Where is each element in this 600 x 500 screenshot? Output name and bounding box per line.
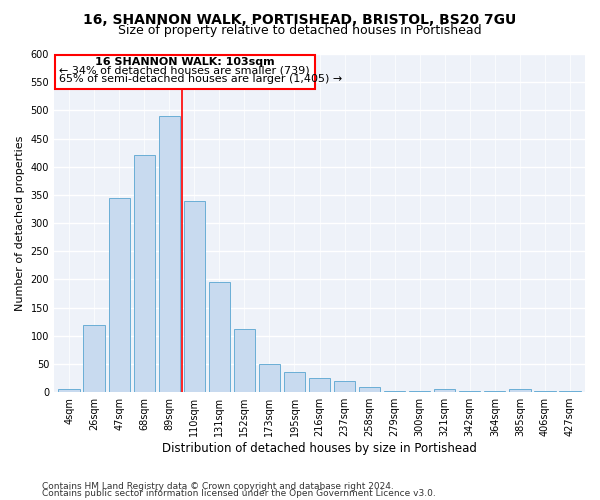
Bar bbox=[434, 390, 455, 392]
Text: 65% of semi-detached houses are larger (1,405) →: 65% of semi-detached houses are larger (… bbox=[59, 74, 343, 85]
Bar bbox=[359, 387, 380, 392]
Bar bbox=[134, 156, 155, 392]
Bar bbox=[209, 282, 230, 392]
Bar bbox=[459, 390, 481, 392]
Y-axis label: Number of detached properties: Number of detached properties bbox=[15, 136, 25, 311]
Bar bbox=[409, 390, 430, 392]
Bar bbox=[58, 390, 80, 392]
Text: 16, SHANNON WALK, PORTISHEAD, BRISTOL, BS20 7GU: 16, SHANNON WALK, PORTISHEAD, BRISTOL, B… bbox=[83, 12, 517, 26]
Bar bbox=[484, 390, 505, 392]
Bar bbox=[284, 372, 305, 392]
Bar bbox=[83, 324, 105, 392]
Bar bbox=[259, 364, 280, 392]
Bar bbox=[309, 378, 330, 392]
Bar bbox=[509, 390, 530, 392]
Bar bbox=[534, 390, 556, 392]
Bar bbox=[158, 116, 180, 392]
Text: 16 SHANNON WALK: 103sqm: 16 SHANNON WALK: 103sqm bbox=[95, 57, 275, 67]
Text: Contains public sector information licensed under the Open Government Licence v3: Contains public sector information licen… bbox=[42, 489, 436, 498]
FancyBboxPatch shape bbox=[55, 55, 314, 89]
Bar bbox=[384, 390, 406, 392]
Bar bbox=[234, 329, 255, 392]
Bar bbox=[184, 200, 205, 392]
Bar bbox=[334, 382, 355, 392]
Text: Size of property relative to detached houses in Portishead: Size of property relative to detached ho… bbox=[118, 24, 482, 37]
Bar bbox=[559, 390, 581, 392]
X-axis label: Distribution of detached houses by size in Portishead: Distribution of detached houses by size … bbox=[162, 442, 477, 455]
Text: ← 34% of detached houses are smaller (739): ← 34% of detached houses are smaller (73… bbox=[59, 66, 310, 76]
Text: Contains HM Land Registry data © Crown copyright and database right 2024.: Contains HM Land Registry data © Crown c… bbox=[42, 482, 394, 491]
Bar bbox=[109, 198, 130, 392]
